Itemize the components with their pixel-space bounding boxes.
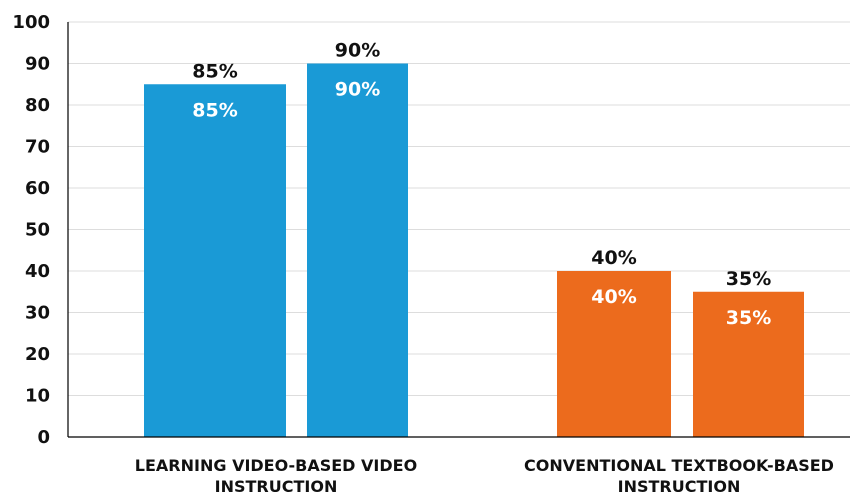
bar-value-label: 40%	[591, 247, 636, 269]
x-category-label: CONVENTIONAL TEXTBOOK-BASED	[524, 456, 834, 475]
x-category-label: INSTRUCTION	[215, 477, 338, 496]
y-tick-label: 10	[25, 386, 50, 407]
axes: 0 10 20 30 40 50 60 70 80 90 100	[12, 12, 850, 448]
bar-inner-value-label: 90%	[335, 79, 380, 101]
y-tick-label: 50	[25, 220, 50, 241]
bar-inner-value-label: 85%	[192, 99, 237, 121]
x-category-label: LEARNING VIDEO-BASED VIDEO	[135, 456, 417, 475]
bar	[144, 84, 286, 437]
y-tick-label: 0	[37, 427, 50, 448]
y-tick-label: 20	[25, 344, 50, 365]
bars	[144, 63, 804, 437]
y-tick-label: 30	[25, 303, 50, 324]
y-tick-label: 90	[25, 54, 50, 75]
bar	[307, 63, 408, 437]
bar-value-label: 90%	[335, 40, 380, 62]
y-tick-label: 100	[12, 12, 50, 33]
y-tick-label: 80	[25, 95, 50, 116]
bar-value-label: 35%	[726, 268, 771, 290]
y-tick-label: 60	[25, 178, 50, 199]
labels: 85% 85% 90% 90% LEARNING VIDEO-BASED VIDEO IN…	[135, 40, 834, 497]
y-tick-label: 70	[25, 137, 50, 158]
y-tick-label: 40	[25, 261, 50, 282]
bar-value-label: 85%	[192, 60, 237, 82]
bar-inner-value-label: 35%	[726, 307, 771, 329]
x-category-label: INSTRUCTION	[618, 477, 741, 496]
bar	[693, 291, 804, 437]
bar-inner-value-label: 40%	[591, 286, 636, 308]
bar	[557, 271, 671, 437]
